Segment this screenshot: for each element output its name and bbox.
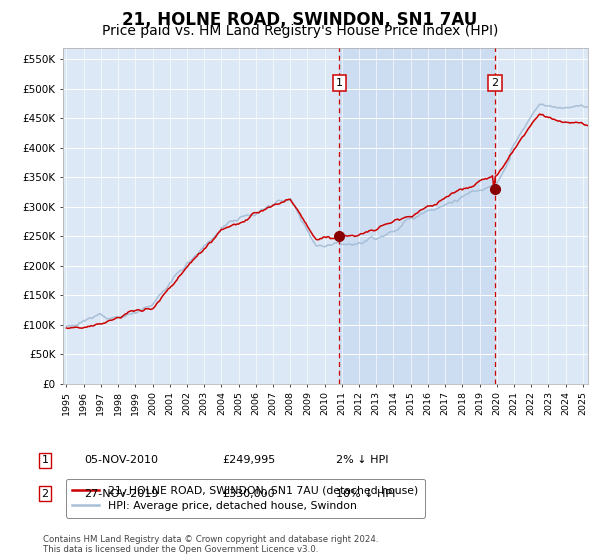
Text: 21, HOLNE ROAD, SWINDON, SN1 7AU: 21, HOLNE ROAD, SWINDON, SN1 7AU [122, 11, 478, 29]
Text: 1: 1 [41, 455, 49, 465]
Text: Price paid vs. HM Land Registry's House Price Index (HPI): Price paid vs. HM Land Registry's House … [102, 24, 498, 38]
Text: Contains HM Land Registry data © Crown copyright and database right 2024.
This d: Contains HM Land Registry data © Crown c… [43, 535, 379, 554]
Text: 2: 2 [41, 489, 49, 499]
Text: £330,000: £330,000 [222, 489, 275, 499]
Bar [339, 48, 495, 384]
Text: 2% ↓ HPI: 2% ↓ HPI [336, 455, 389, 465]
Legend: 21, HOLNE ROAD, SWINDON, SN1 7AU (detached house), HPI: Average price, detached : 21, HOLNE ROAD, SWINDON, SN1 7AU (detach… [66, 479, 425, 517]
Text: 05-NOV-2010: 05-NOV-2010 [84, 455, 158, 465]
Text: £249,995: £249,995 [222, 455, 275, 465]
Text: 10% ↓ HPI: 10% ↓ HPI [336, 489, 395, 499]
Text: 27-NOV-2019: 27-NOV-2019 [84, 489, 158, 499]
Text: 2: 2 [491, 78, 499, 88]
Text: 1: 1 [336, 78, 343, 88]
